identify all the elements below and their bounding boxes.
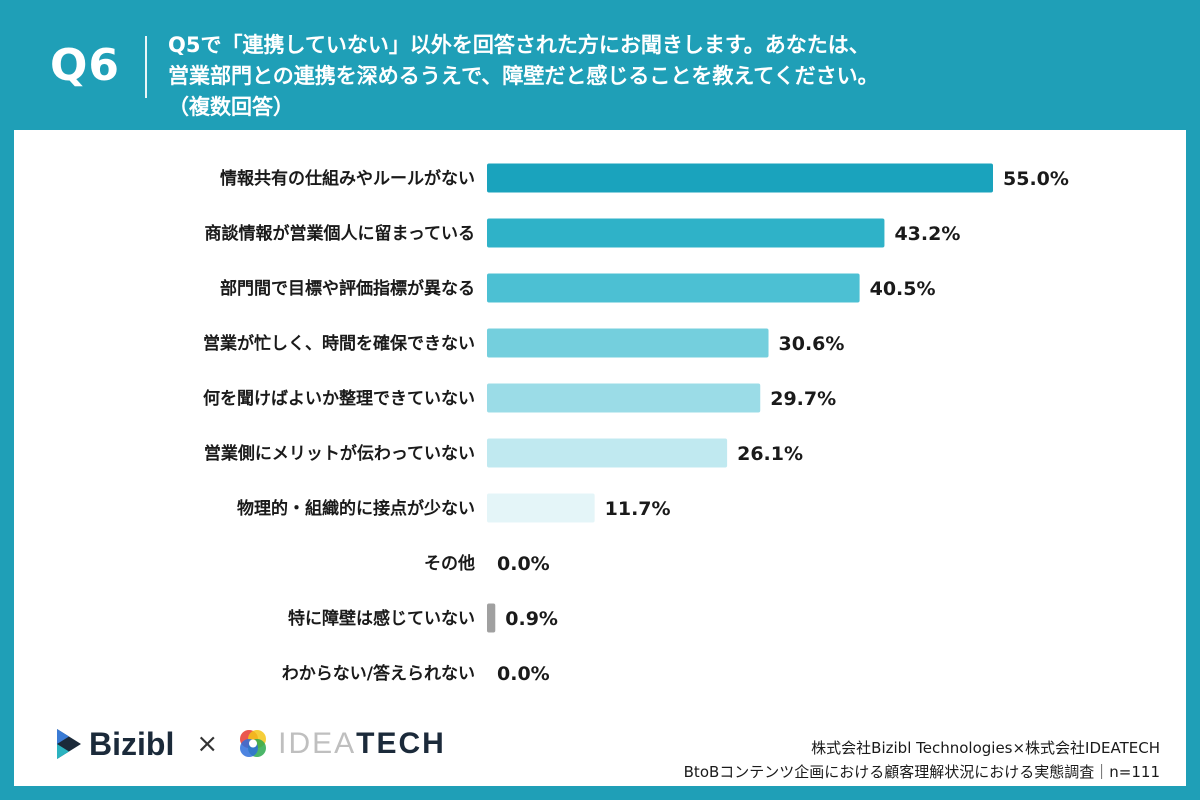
- question-header: Q6 Q5で「連携していない」以外を回答された方にお聞きします。あなたは、 営業…: [0, 0, 1200, 130]
- category-label: 商談情報が営業個人に留まっている: [205, 223, 475, 244]
- category-label: 営業が忙しく、時間を確保できない: [203, 333, 475, 354]
- value-label: 26.1%: [737, 443, 803, 465]
- bizibl-logo-text: Bizibl: [89, 725, 175, 762]
- value-label: 40.5%: [870, 278, 936, 300]
- source-note: 株式会社Bizibl Technologies×株式会社IDEATECH Bto…: [684, 736, 1160, 784]
- question-title: Q5で「連携していない」以外を回答された方にお聞きします。あなたは、 営業部門と…: [168, 30, 1148, 123]
- category-label: 情報共有の仕組みやルールがない: [220, 168, 475, 189]
- category-label: 営業側にメリットが伝わっていない: [204, 443, 475, 464]
- question-number: Q6: [50, 40, 121, 91]
- category-label: 物理的・組織的に接点が少ない: [237, 498, 475, 519]
- category-label: 特に障壁は感じていない: [288, 608, 475, 629]
- value-label: 55.0%: [1003, 168, 1069, 190]
- category-label: 何を聞けばよいか整理できていない: [203, 388, 475, 409]
- source-line1: 株式会社Bizibl Technologies×株式会社IDEATECH: [811, 739, 1160, 757]
- bar: [487, 273, 860, 303]
- value-label: 11.7%: [605, 498, 671, 520]
- question-title-line1: Q5で「連携していない」以外を回答された方にお聞きします。あなたは、: [168, 33, 870, 57]
- collaboration-times: ×: [196, 729, 219, 759]
- ideatech-logo-text: IDEATECH: [278, 727, 446, 761]
- ideatech-logo-text-b: TECH: [356, 727, 446, 760]
- value-label: 29.7%: [770, 388, 836, 410]
- category-label: その他: [424, 553, 475, 574]
- source-line2: BtoBコンテンツ企画における顧客理解状況における実態調査｜n=111: [683, 763, 1160, 781]
- category-label: わからない/答えられない: [282, 663, 475, 684]
- bar: [487, 328, 769, 358]
- value-label: 0.0%: [497, 553, 550, 575]
- bar: [487, 163, 993, 193]
- value-label: 30.6%: [779, 333, 845, 355]
- footer-logos: Bizibl × IDEATECH: [55, 722, 446, 766]
- question-title-line3: （複数回答）: [168, 95, 294, 119]
- ideatech-logo-text-a: IDEA: [278, 727, 357, 760]
- value-label: 0.9%: [505, 608, 558, 630]
- bar: [487, 603, 496, 633]
- value-label: 43.2%: [894, 223, 960, 245]
- bizibl-logo-icon: [57, 729, 81, 759]
- value-label: 0.0%: [497, 663, 550, 685]
- bar: [487, 218, 885, 248]
- bar: [487, 493, 595, 523]
- header-divider: [145, 36, 147, 98]
- category-label: 部門間で目標や評価指標が異なる: [220, 278, 475, 299]
- bar: [487, 383, 761, 413]
- question-title-line2: 営業部門との連携を深めるうえで、障壁だと感じることを教えてください。: [168, 64, 879, 88]
- bar: [487, 438, 728, 468]
- ideatech-logo-icon: [240, 730, 267, 757]
